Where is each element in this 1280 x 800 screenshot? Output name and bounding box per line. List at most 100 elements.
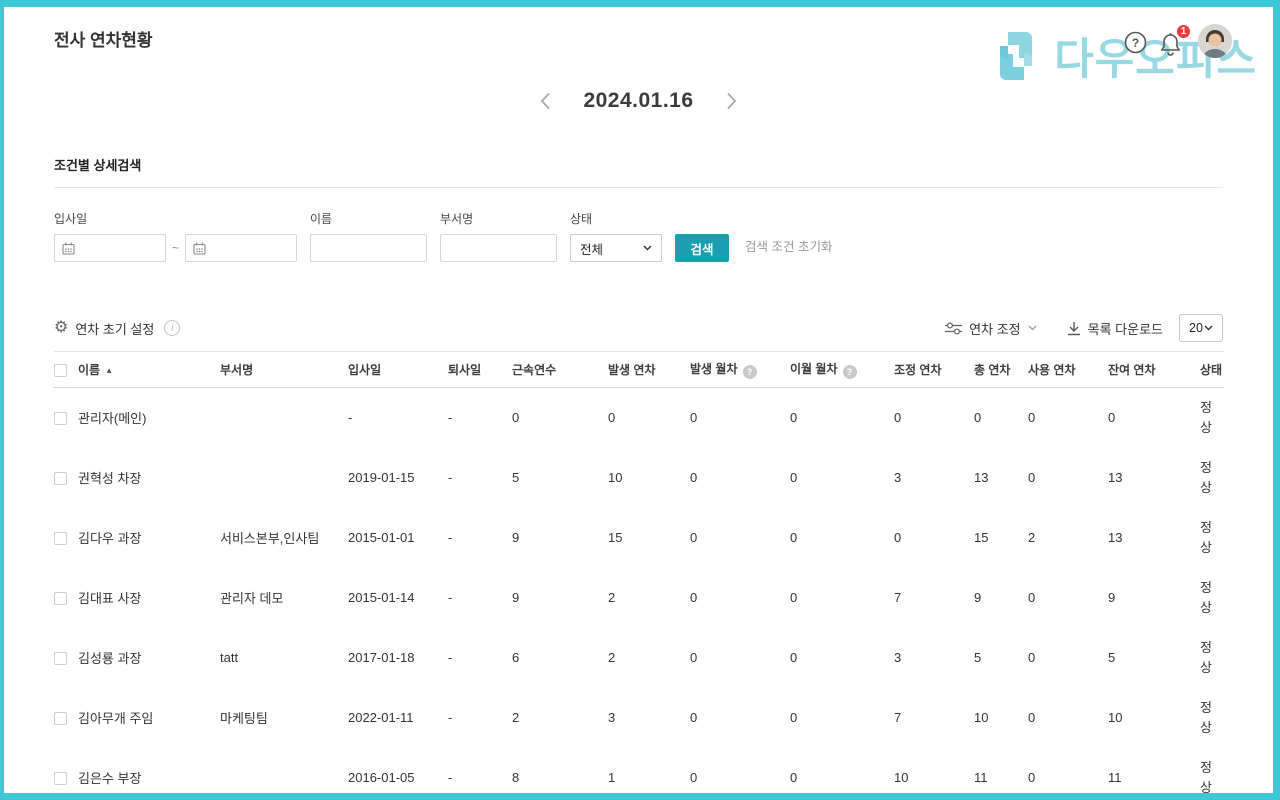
table-row[interactable]: 관리자(메인) - - 0 0 0 0 0 0 0 0 정상: [54, 388, 1224, 448]
cell-remaining: 13: [1108, 470, 1123, 485]
info-icon[interactable]: i: [164, 320, 181, 336]
svg-text:?: ?: [1131, 36, 1138, 50]
cell-leave-date: -: [448, 590, 453, 605]
row-checkbox[interactable]: [54, 592, 67, 606]
dept-input[interactable]: [441, 235, 557, 261]
leave-status-table: 이름 ▲ 부서명 입사일 퇴사일 근속연수 발생 연차 발생 월차? 이월 월차?…: [54, 351, 1224, 793]
cell-dept: [220, 388, 348, 448]
cell-monthly-accrued: 0: [690, 590, 698, 605]
row-checkbox[interactable]: [54, 472, 67, 486]
table-toolbar: ⚙ 연차 초기 설정 i 연차 조정: [54, 314, 1223, 342]
chevron-right-icon: [726, 92, 736, 110]
gear-icon: ⚙: [54, 319, 69, 336]
topbar: 전사 연차현황 다우오피스 ?: [4, 7, 1273, 84]
page-size-value: 20: [1189, 321, 1203, 335]
cell-total: 9: [974, 590, 982, 605]
cell-leave-date: -: [448, 650, 453, 665]
leave-adjust-label: 연차 조정: [969, 321, 1021, 337]
sliders-icon: [945, 321, 963, 335]
status-field-group: 상태 전체: [570, 210, 663, 262]
chevron-down-icon: [1204, 325, 1213, 331]
column-header-used: 사용 연차: [1028, 351, 1108, 388]
status-badge: 정상: [1200, 639, 1212, 675]
help-icon: ?: [1124, 31, 1146, 54]
column-header-name[interactable]: 이름 ▲: [78, 351, 220, 388]
cell-hire-date: 2015-01-01: [348, 530, 415, 545]
table-row[interactable]: 김은수 부장 2016-01-05 - 8 1 0 0 10 11 0 11 정…: [54, 748, 1224, 793]
row-checkbox[interactable]: [54, 412, 67, 426]
table-body: 관리자(메인) - - 0 0 0 0 0 0 0 0 정상 권혁성 차장 20…: [54, 388, 1224, 793]
prev-date-button[interactable]: [538, 90, 553, 112]
cell-used: 2: [1028, 530, 1036, 545]
cell-carryover: 0: [790, 470, 798, 485]
cell-adjusted: 7: [894, 590, 902, 605]
cell-annual-accrued: 2: [608, 590, 616, 605]
notification-badge: 1: [1175, 23, 1192, 40]
cell-used: 0: [1028, 710, 1036, 725]
search-panel: 조건별 상세검색 입사일 ~: [54, 155, 1223, 262]
reset-search-link[interactable]: 검색 조건 초기화: [745, 240, 833, 254]
cell-monthly-accrued: 0: [690, 770, 698, 785]
search-button[interactable]: 검색: [675, 234, 730, 262]
cell-hire-date: 2022-01-11: [348, 710, 414, 725]
cell-adjusted: 0: [894, 530, 902, 545]
page-size-select[interactable]: 20: [1179, 314, 1223, 342]
cell-monthly-accrued: 0: [690, 710, 698, 725]
select-all-checkbox[interactable]: [54, 363, 67, 377]
column-header-carryover: 이월 월차?: [790, 351, 894, 388]
cell-service-years: 9: [512, 590, 520, 605]
row-checkbox[interactable]: [54, 772, 67, 786]
name-label: 이름: [310, 212, 333, 226]
column-header-hire-date: 입사일: [348, 351, 448, 388]
cell-leave-date: -: [448, 770, 453, 785]
column-header-remaining: 잔여 연차: [1108, 351, 1200, 388]
cell-dept: tatt: [220, 650, 239, 665]
current-date: 2024.01.16: [583, 89, 694, 112]
help-button[interactable]: ?: [1123, 31, 1147, 55]
cell-annual-accrued: 0: [608, 410, 616, 426]
column-help-icon[interactable]: ?: [742, 365, 757, 379]
hire-date-to-wrap: [185, 234, 298, 262]
table-row[interactable]: 김아무개 주임 마케팅팀 2022-01-11 - 2 3 0 0 7 10 0…: [54, 688, 1224, 748]
leave-adjust-button[interactable]: 연차 조정: [945, 319, 1037, 338]
column-header-monthly-accrued: 발생 월차?: [690, 351, 790, 388]
hire-date-to-input[interactable]: [186, 235, 297, 261]
search-form: 입사일 ~: [54, 210, 1223, 262]
cell-service-years: 9: [512, 530, 520, 545]
cell-dept: 마케팅팀: [220, 711, 268, 726]
top-icon-group: ? 1: [973, 7, 1273, 77]
download-icon: [1067, 321, 1080, 335]
column-header-total: 총 연차: [974, 351, 1028, 388]
table-row[interactable]: 김성룡 과장 tatt 2017-01-18 - 6 2 0 0 3 5 0 5…: [54, 628, 1224, 688]
cell-name: 김다우 과장: [78, 531, 142, 546]
table-row[interactable]: 김대표 사장 관리자 데모 2015-01-14 - 9 2 0 0 7 9 0…: [54, 568, 1224, 628]
user-avatar[interactable]: [1198, 24, 1232, 58]
cell-carryover: 0: [790, 710, 798, 725]
cell-carryover: 0: [790, 530, 798, 545]
sort-asc-icon: ▲: [105, 366, 114, 375]
table-row[interactable]: 권혁성 차장 2019-01-15 - 5 10 0 0 3 13 0 13 정…: [54, 448, 1224, 508]
list-download-label: 목록 다운로드: [1087, 321, 1163, 337]
annual-leave-init-settings-button[interactable]: ⚙ 연차 초기 설정: [54, 319, 154, 338]
row-checkbox[interactable]: [54, 652, 67, 666]
column-header-leave-date: 퇴사일: [448, 351, 512, 388]
name-input[interactable]: [311, 235, 427, 261]
status-badge: 정상: [1200, 459, 1212, 495]
status-label: 상태: [570, 212, 593, 226]
row-checkbox[interactable]: [54, 712, 67, 726]
list-download-button[interactable]: 목록 다운로드: [1067, 319, 1163, 338]
status-select[interactable]: 전체: [570, 234, 663, 262]
next-date-button[interactable]: [724, 90, 739, 112]
hire-date-from-input[interactable]: [55, 235, 165, 261]
dept-field-group: 부서명: [440, 210, 558, 262]
cell-service-years: 2: [512, 710, 520, 725]
date-navigation: 2024.01.16: [4, 89, 1273, 113]
cell-hire-date: 2019-01-15: [348, 470, 415, 485]
notifications-button[interactable]: 1: [1158, 23, 1192, 56]
row-checkbox[interactable]: [54, 532, 67, 546]
column-help-icon[interactable]: ?: [842, 365, 857, 379]
table-row[interactable]: 김다우 과장 서비스본부,인사팀 2015-01-01 - 9 15 0 0 0…: [54, 508, 1224, 568]
cell-leave-date: -: [448, 710, 453, 725]
cell-monthly-accrued: 0: [690, 410, 698, 426]
